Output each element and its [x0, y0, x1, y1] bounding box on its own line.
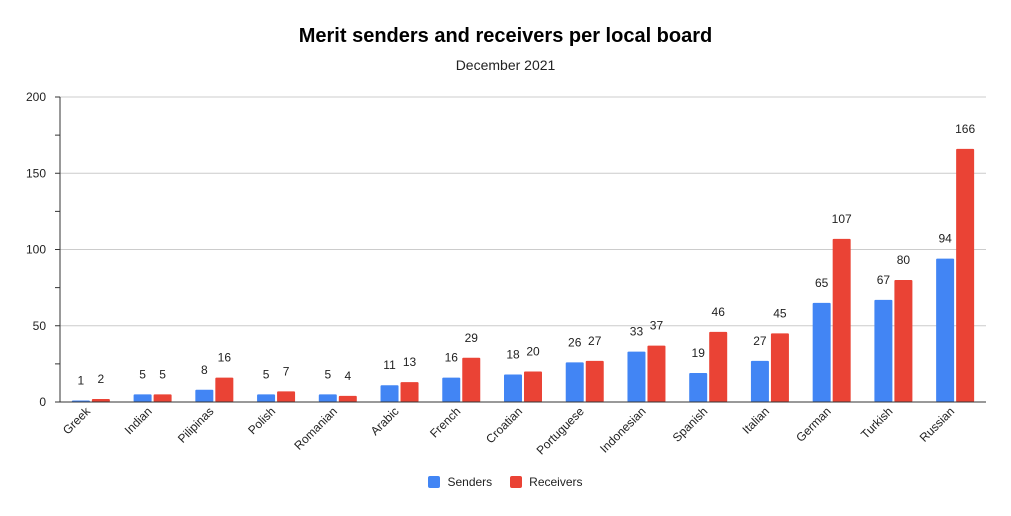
legend-swatch-receivers	[510, 476, 523, 488]
x-tick-label: German	[793, 404, 834, 445]
bar-receivers	[709, 331, 728, 402]
data-label: 18	[506, 348, 520, 362]
data-label: 20	[526, 345, 540, 359]
bar-receivers	[215, 377, 234, 402]
legend-swatch-senders	[428, 476, 441, 488]
bar-receivers	[277, 391, 296, 402]
bar-senders	[195, 389, 214, 402]
bar-receivers	[894, 280, 913, 402]
data-label: 27	[588, 334, 602, 348]
y-tick-label: 150	[26, 166, 46, 180]
bar-receivers	[585, 360, 604, 402]
bar-senders	[689, 373, 708, 402]
x-tick-label: Pilipinas	[175, 404, 217, 446]
chart-legend: Senders Receivers	[0, 475, 1011, 489]
x-tick-label: Russian	[917, 404, 958, 445]
data-label: 65	[815, 276, 829, 290]
data-label: 4	[344, 369, 351, 383]
data-label: 7	[283, 364, 290, 378]
legend-item-senders[interactable]: Senders	[428, 475, 492, 489]
bar-senders	[133, 394, 152, 402]
data-label: 2	[98, 372, 105, 386]
data-label: 19	[692, 346, 706, 360]
legend-item-receivers[interactable]: Receivers	[510, 475, 583, 489]
bar-receivers	[956, 148, 975, 402]
x-tick-label: French	[427, 404, 463, 440]
data-label: 33	[630, 325, 644, 339]
y-tick-label: 200	[26, 90, 46, 104]
bar-receivers	[462, 357, 481, 402]
data-label: 5	[324, 367, 331, 381]
data-label: 13	[403, 355, 417, 369]
bar-receivers	[400, 382, 419, 402]
data-label: 94	[938, 232, 952, 246]
x-tick-label: Arabic	[368, 404, 402, 438]
data-label: 26	[568, 335, 582, 349]
data-label: 46	[712, 305, 726, 319]
data-label: 8	[201, 363, 208, 377]
x-tick-label: Indonesian	[597, 404, 648, 455]
bar-receivers	[524, 371, 542, 402]
bar-senders	[442, 377, 461, 402]
data-label: 45	[773, 306, 787, 320]
data-label: 27	[753, 334, 767, 348]
x-tick-label: Spanish	[670, 404, 711, 445]
data-label: 16	[445, 351, 459, 365]
bar-senders	[874, 299, 893, 402]
bar-senders	[565, 362, 584, 402]
data-label: 107	[832, 212, 852, 226]
bar-senders	[380, 385, 399, 402]
chart-subtitle: December 2021	[455, 57, 556, 73]
data-label: 166	[955, 122, 975, 136]
bar-receivers	[153, 394, 172, 402]
x-tick-label: Portuguese	[534, 404, 588, 458]
bar-senders	[257, 394, 276, 402]
data-label: 5	[263, 367, 270, 381]
bar-receivers	[338, 395, 357, 402]
x-tick-label: Italian	[740, 404, 773, 437]
data-label: 5	[139, 367, 146, 381]
bar-senders	[936, 258, 955, 402]
bar-receivers	[832, 238, 851, 402]
data-label: 1	[78, 373, 85, 387]
chart-title: Merit senders and receivers per local bo…	[298, 25, 713, 47]
x-tick-label: Croatian	[483, 404, 525, 446]
x-tick-label: Polish	[245, 404, 278, 437]
x-tick-label: Romanian	[291, 404, 340, 453]
bar-receivers	[91, 398, 110, 402]
x-tick-label: Greek	[60, 404, 94, 438]
y-tick-label: 50	[33, 319, 47, 333]
data-label: 29	[465, 331, 479, 345]
bar-senders	[504, 374, 522, 402]
y-tick-label: 0	[39, 395, 46, 409]
data-label: 5	[159, 367, 166, 381]
bar-receivers	[647, 345, 666, 402]
data-label: 80	[897, 253, 911, 267]
y-tick-label: 100	[26, 243, 46, 257]
bar-senders	[812, 302, 831, 402]
data-label: 67	[877, 273, 891, 287]
legend-label-receivers: Receivers	[529, 475, 583, 489]
data-label: 37	[650, 319, 664, 333]
bar-senders	[750, 360, 769, 402]
bar-senders	[318, 394, 337, 402]
legend-label-senders: Senders	[447, 475, 493, 489]
x-tick-label: Turkish	[858, 404, 895, 441]
bar-senders	[627, 351, 646, 402]
bar-receivers	[770, 333, 789, 402]
x-tick-label: Indian	[122, 404, 155, 437]
data-label: 11	[383, 358, 396, 372]
data-label: 16	[218, 351, 232, 365]
